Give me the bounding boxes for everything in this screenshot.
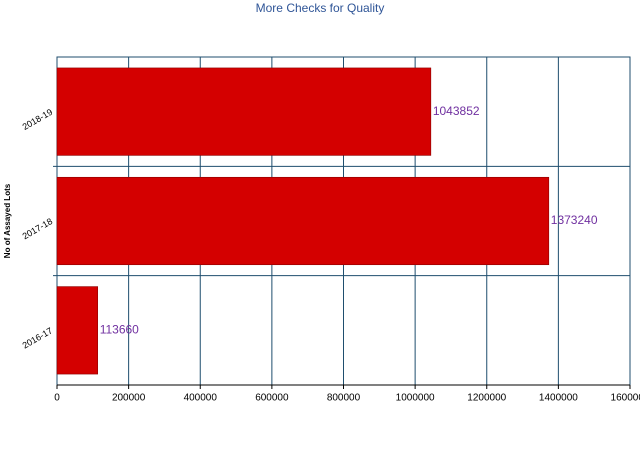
bar (56, 67, 432, 156)
x-tick-label: 1400000 (539, 393, 578, 404)
y-tick-label: 2017-18 (21, 216, 55, 241)
y-axis-label: No of Assayed Lots (3, 183, 12, 258)
bar (56, 176, 550, 266)
x-tick-label: 800000 (327, 393, 361, 404)
x-tick-label: 600000 (255, 393, 289, 404)
y-tick-label: 2016-17 (21, 325, 55, 350)
value-label: 113660 (100, 323, 139, 337)
chart-title: More Checks for Quality (256, 1, 385, 15)
value-label: 1373240 (551, 213, 598, 227)
value-label: 1043852 (433, 104, 480, 118)
x-tick-label: 1200000 (467, 393, 506, 404)
x-tick-label: 200000 (112, 393, 146, 404)
x-tick-label: 400000 (184, 393, 218, 404)
x-tick-label: 1600000 (611, 393, 640, 404)
bar (56, 286, 99, 375)
y-tick-label: 2018-19 (21, 107, 55, 132)
x-tick-label: 0 (54, 393, 60, 404)
x-tick-label: 1000000 (396, 393, 435, 404)
